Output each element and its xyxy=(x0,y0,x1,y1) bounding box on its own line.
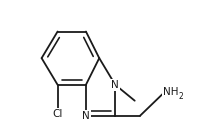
Text: N: N xyxy=(111,80,119,90)
Text: 2: 2 xyxy=(178,92,183,101)
Text: NH: NH xyxy=(163,87,179,97)
Text: N: N xyxy=(82,111,90,121)
Text: Cl: Cl xyxy=(52,109,63,119)
